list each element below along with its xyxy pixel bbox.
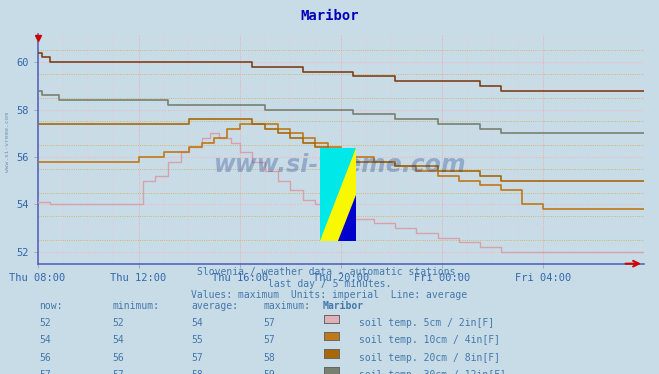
Text: www.si-vreme.com: www.si-vreme.com [5, 112, 11, 172]
Text: 55: 55 [191, 335, 203, 346]
Text: Maribor: Maribor [323, 301, 364, 311]
Polygon shape [320, 148, 356, 242]
Text: 58: 58 [264, 353, 275, 363]
Text: 59: 59 [264, 370, 275, 374]
Text: Values: maximum  Units: imperial  Line: average: Values: maximum Units: imperial Line: av… [191, 290, 468, 300]
Text: 54: 54 [112, 335, 124, 346]
Text: 52: 52 [40, 318, 51, 328]
Polygon shape [337, 194, 356, 242]
Text: minimum:: minimum: [112, 301, 159, 311]
Text: Slovenia / weather data - automatic stations.: Slovenia / weather data - automatic stat… [197, 267, 462, 278]
Text: soil temp. 10cm / 4in[F]: soil temp. 10cm / 4in[F] [359, 335, 500, 346]
Text: 54: 54 [40, 335, 51, 346]
Polygon shape [320, 148, 356, 242]
Text: soil temp. 30cm / 12in[F]: soil temp. 30cm / 12in[F] [359, 370, 506, 374]
Text: 57: 57 [40, 370, 51, 374]
Text: 57: 57 [112, 370, 124, 374]
Text: 57: 57 [264, 318, 275, 328]
Text: 56: 56 [40, 353, 51, 363]
Text: now:: now: [40, 301, 63, 311]
Text: 56: 56 [112, 353, 124, 363]
Text: soil temp. 5cm / 2in[F]: soil temp. 5cm / 2in[F] [359, 318, 494, 328]
Text: www.si-vreme.com: www.si-vreme.com [214, 153, 467, 177]
Text: maximum:: maximum: [264, 301, 310, 311]
Text: 57: 57 [191, 353, 203, 363]
Text: 58: 58 [191, 370, 203, 374]
Text: Maribor: Maribor [301, 9, 358, 23]
Text: 52: 52 [112, 318, 124, 328]
Text: last day / 5 minutes.: last day / 5 minutes. [268, 279, 391, 289]
Text: soil temp. 20cm / 8in[F]: soil temp. 20cm / 8in[F] [359, 353, 500, 363]
Text: average:: average: [191, 301, 238, 311]
Text: 54: 54 [191, 318, 203, 328]
Text: 57: 57 [264, 335, 275, 346]
